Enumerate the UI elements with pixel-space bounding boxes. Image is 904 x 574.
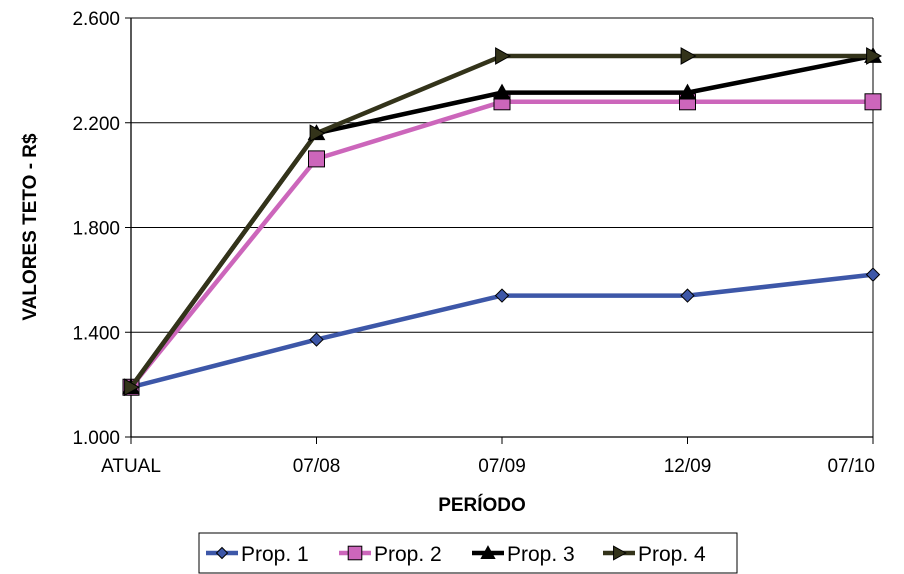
series-group (122, 46, 883, 397)
data-point (866, 47, 883, 65)
legend-label: Prop. 2 (374, 543, 442, 566)
grid-lines (131, 17, 873, 333)
x-axis-ticks: ATUAL 07/08 07/09 12/09 07/10 (101, 437, 875, 477)
y-tick-label: 2.600 (72, 9, 120, 30)
series-1 (123, 267, 881, 395)
legend-label: Prop. 4 (638, 543, 706, 566)
series-line (129, 99, 873, 389)
y-axis-title: VALORES TETO - R$ (20, 133, 41, 321)
data-point (495, 47, 512, 65)
y-tick-label: 1.800 (72, 219, 120, 240)
legend: Prop. 1 Prop. 2 Prop. 3 Prop. 4 (198, 532, 738, 574)
x-tick-label: 07/09 (478, 456, 526, 477)
legend-marker (613, 545, 627, 561)
y-axis-ticks: 1.000 1.400 1.800 2.200 2.600 (72, 9, 131, 449)
x-axis-title: PERÍODO (438, 494, 526, 516)
x-tick-label: 07/10 (827, 456, 875, 477)
data-point (309, 332, 324, 347)
data-point (865, 267, 881, 282)
y-tick-label: 1.000 (72, 428, 120, 449)
x-tick-label: 07/08 (293, 456, 341, 477)
series-4 (124, 47, 883, 397)
y-tick-label: 1.400 (72, 323, 120, 344)
data-point (680, 288, 695, 303)
legend-label: Prop. 1 (241, 543, 309, 566)
x-tick-label: 12/09 (664, 456, 712, 477)
legend-item: Prop. 2 (339, 543, 442, 566)
y-tick-label: 2.200 (72, 114, 120, 135)
data-point (308, 150, 325, 168)
data-point (494, 288, 510, 303)
legend-item: Prop. 1 (206, 543, 309, 566)
legend-marker (480, 545, 496, 559)
data-point (680, 47, 697, 65)
legend-item: Prop. 4 (603, 543, 706, 566)
legend-label: Prop. 3 (507, 543, 575, 566)
data-point (309, 124, 326, 143)
data-point (864, 93, 882, 111)
legend-marker (215, 546, 229, 560)
data-point (493, 83, 511, 100)
legend-box (198, 532, 738, 574)
legend-item: Prop. 3 (472, 543, 575, 566)
data-point (124, 378, 141, 397)
legend-marker (347, 545, 363, 561)
data-point (678, 83, 697, 100)
x-tick-label: ATUAL (101, 456, 161, 477)
